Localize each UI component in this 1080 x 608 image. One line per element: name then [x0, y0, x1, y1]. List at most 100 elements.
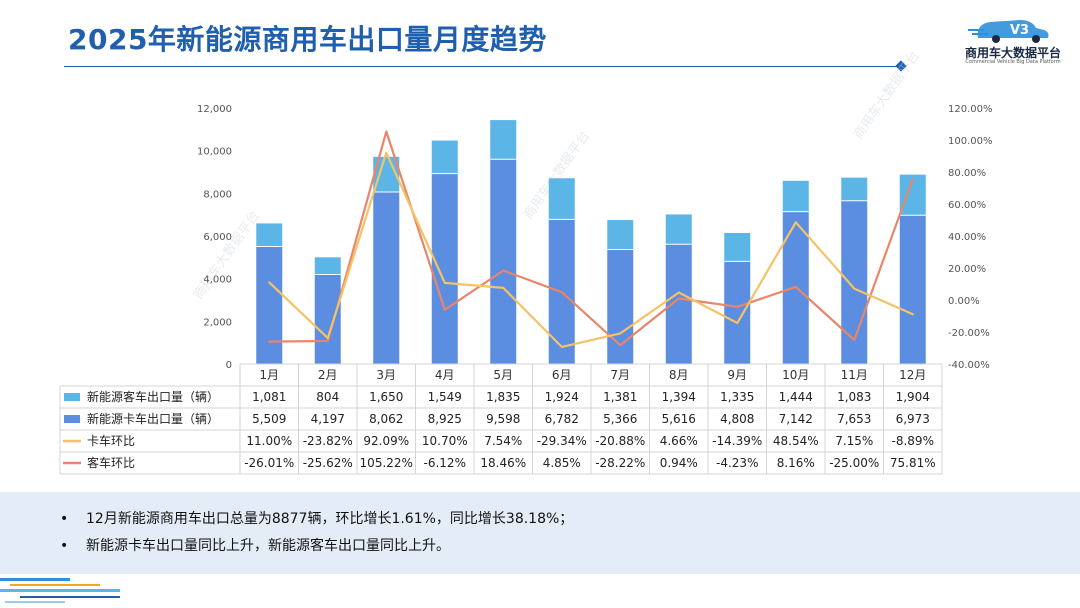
title-underline: [64, 66, 902, 67]
data-cell: 1,083: [837, 390, 871, 404]
bar-truck-export: [841, 200, 868, 364]
bar-truck-export: [490, 159, 517, 364]
y-right-tick-label: 120.00%: [948, 104, 993, 115]
data-cell: 4,808: [720, 412, 754, 426]
logo-subtitle: Commercial Vehicle Big Data Platform: [965, 59, 1061, 65]
line-bus-mom: [268, 130, 914, 347]
data-cell: -4.23%: [716, 456, 758, 470]
y-left-tick-label: 2,000: [203, 317, 232, 328]
data-cell: 804: [316, 390, 339, 404]
bullet-icon: •: [60, 538, 69, 554]
y-right-tick-label: 60.00%: [948, 200, 986, 211]
data-cell: 4.66%: [660, 434, 698, 448]
data-cell: -28.22%: [595, 456, 645, 470]
summary-text-1: 12月新能源商用车出口总量为8877辆，环比增长1.61%，同比增长38.18%…: [86, 511, 574, 527]
x-tick-label: 9月: [727, 368, 747, 382]
x-tick-label: 2月: [318, 368, 338, 382]
data-cell: 0.94%: [660, 456, 698, 470]
watermark-text: 商用车大数据平台: [190, 208, 263, 302]
bar-bus-export: [490, 120, 517, 160]
y-left-tick-label: 8,000: [203, 189, 232, 200]
bar-bus-export: [782, 180, 809, 212]
data-cell: -23.82%: [303, 434, 353, 448]
x-tick-label: 3月: [376, 368, 396, 382]
data-cell: 75.81%: [890, 456, 936, 470]
data-cell: -20.88%: [595, 434, 645, 448]
data-cell: 9,598: [486, 412, 520, 426]
watermark-text: 商用车大数据平台: [850, 48, 923, 142]
data-cell: 10.70%: [422, 434, 468, 448]
legend-label: 卡车环比: [87, 433, 135, 448]
y-left-tick-label: 12,000: [197, 104, 232, 115]
data-cell: 8,925: [428, 412, 462, 426]
summary-panel: [0, 492, 1080, 574]
data-cell: 6,973: [896, 412, 930, 426]
data-cell: 1,394: [662, 390, 696, 404]
bar-bus-export: [841, 177, 868, 201]
page-title: 2025年新能源商用车出口量月度趋势: [68, 23, 547, 56]
bar-truck-export: [431, 173, 458, 364]
bar-truck-export: [373, 192, 400, 364]
data-cell: 105.22%: [360, 456, 413, 470]
truck-logo-icon: V3: [968, 20, 1049, 43]
data-cell: 1,381: [603, 390, 637, 404]
data-cell: 7.15%: [835, 434, 873, 448]
data-cell: 1,444: [779, 390, 813, 404]
data-cell: 7,653: [837, 412, 871, 426]
y-right-tick-label: 20.00%: [948, 264, 986, 275]
data-cell: 48.54%: [773, 434, 819, 448]
y-right-tick-label: 40.00%: [948, 232, 986, 243]
data-cell: -26.01%: [244, 456, 294, 470]
line-truck-mom: [268, 151, 914, 348]
y-left-tick-label: 10,000: [197, 147, 232, 158]
data-cell: 5,616: [662, 412, 696, 426]
data-cell: -6.12%: [424, 456, 466, 470]
data-cell: 7.54%: [484, 434, 522, 448]
y-right-tick-label: 100.00%: [948, 136, 993, 147]
summary-note-2: • 新能源卡车出口量同比上升，新能源客车出口量同比上升。: [60, 535, 450, 555]
bar-truck-export: [665, 244, 692, 364]
data-cell: 1,835: [486, 390, 520, 404]
y-left-tick-label: 0: [226, 360, 232, 371]
summary-text-2: 新能源卡车出口量同比上升，新能源客车出口量同比上升。: [86, 538, 450, 554]
y-left-tick-label: 6,000: [203, 232, 232, 243]
bar-bus-export: [431, 140, 458, 174]
x-tick-label: 7月: [610, 368, 630, 382]
legend-label: 新能源卡车出口量（辆）: [87, 411, 219, 426]
data-cell: 1,335: [720, 390, 754, 404]
export-chart: 商用车大数据平台商用车大数据平台商用车大数据平台02,0004,0006,000…: [59, 48, 993, 475]
bullet-icon: •: [60, 511, 69, 527]
logo-mark: V3: [1010, 23, 1029, 38]
x-tick-label: 8月: [669, 368, 689, 382]
x-tick-label: 10月: [782, 368, 809, 382]
bar-truck-export: [607, 249, 634, 364]
speed-lines-icon: [0, 578, 120, 603]
bar-truck-export: [256, 246, 283, 364]
y-right-tick-label: -20.00%: [948, 328, 990, 339]
data-cell: 1,549: [428, 390, 462, 404]
legend-swatch: [64, 393, 80, 401]
bar-bus-export: [607, 220, 634, 250]
data-cell: 8.16%: [777, 456, 815, 470]
data-cell: -14.39%: [712, 434, 762, 448]
x-tick-label: 5月: [493, 368, 513, 382]
y-right-tick-label: 80.00%: [948, 168, 986, 179]
bar-bus-export: [665, 214, 692, 245]
data-cell: -29.34%: [537, 434, 587, 448]
data-cell: -25.00%: [829, 456, 879, 470]
y-right-tick-label: 0.00%: [948, 296, 980, 307]
data-cell: -25.62%: [303, 456, 353, 470]
y-right-tick-label: -40.00%: [948, 360, 990, 371]
data-cell: 18.46%: [480, 456, 526, 470]
x-tick-label: 6月: [552, 368, 572, 382]
data-cell: 4.85%: [543, 456, 581, 470]
x-tick-label: 11月: [841, 368, 868, 382]
bar-truck-export: [724, 261, 751, 364]
legend-swatch: [64, 415, 80, 423]
data-cell: 1,650: [369, 390, 403, 404]
bar-bus-export: [548, 178, 575, 220]
legend-label: 新能源客车出口量（辆）: [87, 389, 219, 404]
data-cell: 5,366: [603, 412, 637, 426]
data-cell: 7,142: [779, 412, 813, 426]
bar-truck-export: [899, 215, 926, 364]
